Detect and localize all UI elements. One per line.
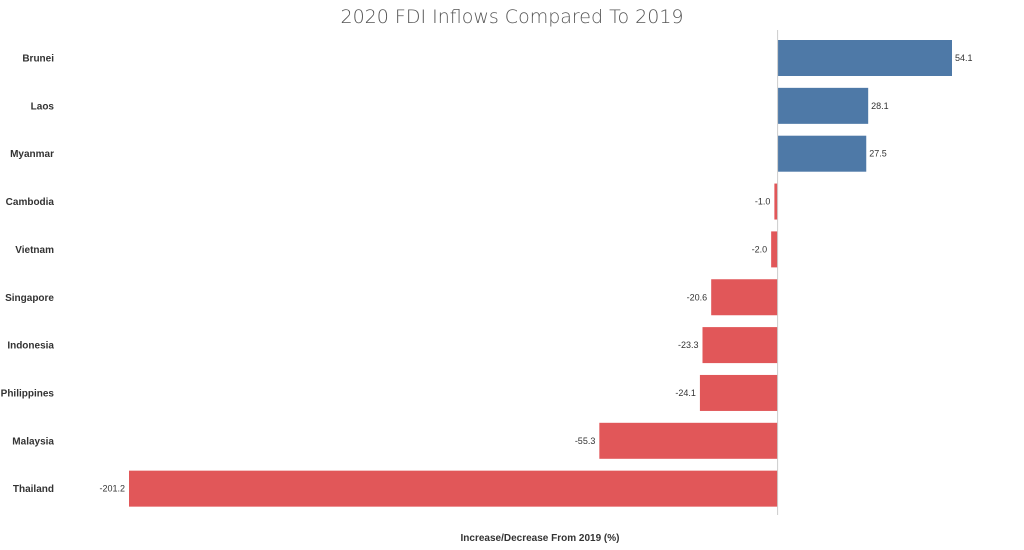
category-label: Myanmar [10,149,54,160]
category-label: Malaysia [12,436,54,447]
category-label: Philippines [1,388,55,399]
value-label: 28.1 [871,101,889,111]
bar-laos [777,87,869,124]
category-label: Cambodia [6,197,55,208]
value-label: -23.3 [678,340,699,350]
value-label: 54.1 [955,53,973,63]
bar-singapore [711,279,778,316]
bar-cambodia [774,183,778,220]
category-label: Laos [31,101,55,112]
category-label: Singapore [5,293,54,304]
bar-vietnam [771,231,778,268]
bar-brunei [777,40,952,76]
category-label: Brunei [22,54,54,65]
value-label: -1.0 [755,197,771,207]
chart-title: 2020 FDI Inflows Compared To 2019 [340,6,684,28]
labels-layer: Brunei 54.1 Laos 28.1 Myanmar 27.5 Cambodia -1.… [1,53,973,495]
value-label: -2.0 [752,244,768,254]
value-label: -55.3 [575,436,596,446]
bar-myanmar [777,135,867,172]
bar-malaysia [599,422,778,459]
value-label: -20.6 [687,292,708,302]
bar-thailand [129,470,778,507]
value-label: 27.5 [869,149,887,159]
x-axis-label: Increase/Decrease From 2019 (%) [460,533,620,544]
value-label: -24.1 [675,388,696,398]
value-label: -201.2 [99,484,125,494]
category-label: Indonesia [7,341,54,352]
bars-layer [129,40,952,507]
bar-philippines [699,374,778,411]
category-label: Vietnam [15,245,54,256]
bar-indonesia [702,327,778,364]
category-label: Thailand [13,484,54,495]
